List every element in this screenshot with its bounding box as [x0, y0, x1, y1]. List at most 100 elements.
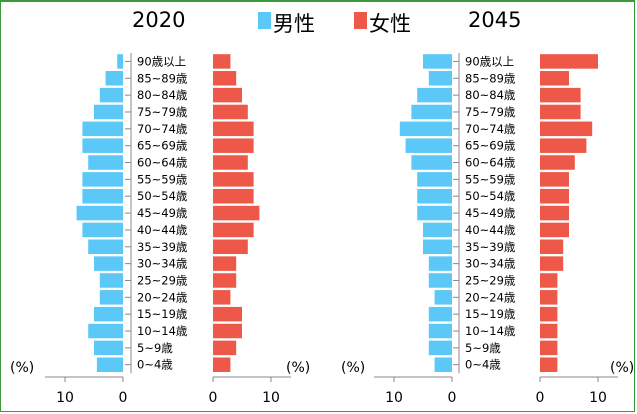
bar-female-2020-5 [213, 273, 237, 288]
age-label-2045-14: 70~74歳 [465, 122, 516, 136]
age-label-2020-10: 50~54歳 [137, 189, 188, 203]
x-tick-label-2020-0: 10 [56, 390, 74, 406]
bar-male-2045-17 [428, 71, 452, 86]
bar-male-2020-18 [117, 54, 123, 69]
bar-female-2020-7 [213, 239, 248, 255]
bar-male-2020-7 [88, 239, 123, 255]
bar-female-2020-0 [213, 357, 231, 372]
age-label-2045-15: 75~79歳 [465, 105, 516, 119]
age-label-2020-2: 10~14歳 [137, 324, 188, 338]
bar-male-2045-10 [417, 188, 452, 204]
bar-male-2020-13 [82, 138, 123, 153]
bar-female-2045-11 [540, 172, 569, 187]
bar-male-2020-0 [96, 357, 123, 372]
bar-male-2045-18 [423, 54, 452, 69]
age-label-2020-17: 85~89歳 [137, 71, 188, 85]
bar-female-2045-10 [540, 188, 569, 204]
age-label-2020-1: 5~9歳 [137, 341, 173, 355]
bar-male-2020-15 [94, 104, 123, 120]
legend-label-male: 男性 [273, 12, 315, 36]
bar-male-2045-1 [428, 340, 452, 356]
age-label-2020-11: 55~59歳 [137, 172, 188, 186]
age-label-2045-16: 80~84歳 [465, 88, 516, 102]
age-label-2045-6: 30~34歳 [465, 257, 516, 271]
bar-male-2020-11 [82, 172, 123, 187]
age-label-2020-6: 30~34歳 [137, 257, 188, 271]
age-label-2045-7: 35~39歳 [465, 240, 516, 254]
age-label-2020-13: 65~69歳 [137, 139, 188, 153]
age-label-2045-8: 40~44歳 [465, 223, 516, 237]
age-label-2020-15: 75~79歳 [137, 105, 188, 119]
age-label-2045-4: 20~24歳 [465, 290, 516, 304]
bar-male-2045-6 [428, 256, 452, 271]
bar-male-2020-5 [99, 273, 123, 288]
bar-male-2020-10 [82, 188, 123, 204]
unit-label-right-2045: (%) [610, 360, 634, 376]
bar-male-2045-13 [405, 138, 452, 153]
unit-label-left-2020: (%) [10, 360, 34, 376]
bar-female-2020-17 [213, 71, 237, 86]
unit-label-right-2020: (%) [286, 360, 310, 376]
age-label-2020-0: 0~4歳 [137, 358, 173, 372]
age-label-2045-13: 65~69歳 [465, 139, 516, 153]
bar-male-2045-7 [423, 239, 452, 255]
bar-female-2020-1 [213, 340, 237, 356]
bar-male-2020-9 [76, 205, 123, 221]
bar-male-2045-5 [428, 273, 452, 288]
bar-female-2020-18 [213, 54, 231, 69]
bar-female-2045-4 [540, 290, 558, 305]
age-label-2045-0: 0~4歳 [465, 358, 501, 372]
bar-female-2045-5 [540, 273, 558, 288]
age-label-2020-16: 80~84歳 [137, 88, 188, 102]
bar-male-2045-15 [411, 104, 452, 120]
x-tick-label-2020-1: 0 [119, 390, 128, 406]
bar-male-2020-14 [82, 121, 123, 137]
bar-male-2045-11 [417, 172, 452, 187]
bar-female-2045-2 [540, 323, 558, 339]
bar-male-2020-1 [94, 340, 123, 356]
age-label-2045-12: 60~64歳 [465, 156, 516, 170]
bar-female-2045-1 [540, 340, 558, 356]
age-label-2045-18: 90歳以上 [465, 54, 514, 68]
bar-male-2020-4 [99, 290, 123, 305]
bar-female-2045-14 [540, 121, 593, 137]
age-label-2020-9: 45~49歳 [137, 206, 188, 220]
bar-female-2045-3 [540, 306, 558, 322]
bar-male-2020-12 [88, 155, 123, 170]
bar-male-2045-3 [428, 306, 452, 322]
bar-female-2020-14 [213, 121, 254, 137]
bar-male-2020-16 [99, 87, 123, 103]
bar-male-2045-4 [434, 290, 452, 305]
age-label-2020-3: 15~19歳 [137, 307, 188, 321]
bar-female-2045-8 [540, 222, 569, 238]
age-label-2020-14: 70~74歳 [137, 122, 188, 136]
chart-title-2020: 2020 [132, 8, 186, 32]
bar-female-2045-18 [540, 54, 598, 69]
age-label-2020-12: 60~64歳 [137, 156, 188, 170]
bar-female-2045-12 [540, 155, 575, 170]
x-tick-label-2045-3: 10 [589, 390, 607, 406]
x-tick-label-2020-3: 10 [262, 390, 280, 406]
bar-female-2020-2 [213, 323, 242, 339]
age-label-2045-11: 55~59歳 [465, 172, 516, 186]
age-label-2020-8: 40~44歳 [137, 223, 188, 237]
age-label-2045-10: 50~54歳 [465, 189, 516, 203]
age-label-2020-4: 20~24歳 [137, 290, 188, 304]
age-label-2020-7: 35~39歳 [137, 240, 188, 254]
bar-female-2045-6 [540, 256, 564, 271]
bar-female-2045-17 [540, 71, 569, 86]
bar-female-2020-10 [213, 188, 254, 204]
bar-male-2020-6 [94, 256, 123, 271]
age-label-2045-17: 85~89歳 [465, 71, 516, 85]
bar-female-2020-9 [213, 205, 260, 221]
bar-female-2020-4 [213, 290, 231, 305]
x-tick-label-2045-0: 10 [385, 390, 403, 406]
bar-male-2045-12 [411, 155, 452, 170]
legend-label-female: 女性 [369, 12, 411, 36]
legend-swatch-male [258, 12, 271, 29]
bar-male-2045-0 [434, 357, 452, 372]
bar-female-2045-13 [540, 138, 587, 153]
bar-male-2045-2 [428, 323, 452, 339]
bar-female-2020-6 [213, 256, 237, 271]
